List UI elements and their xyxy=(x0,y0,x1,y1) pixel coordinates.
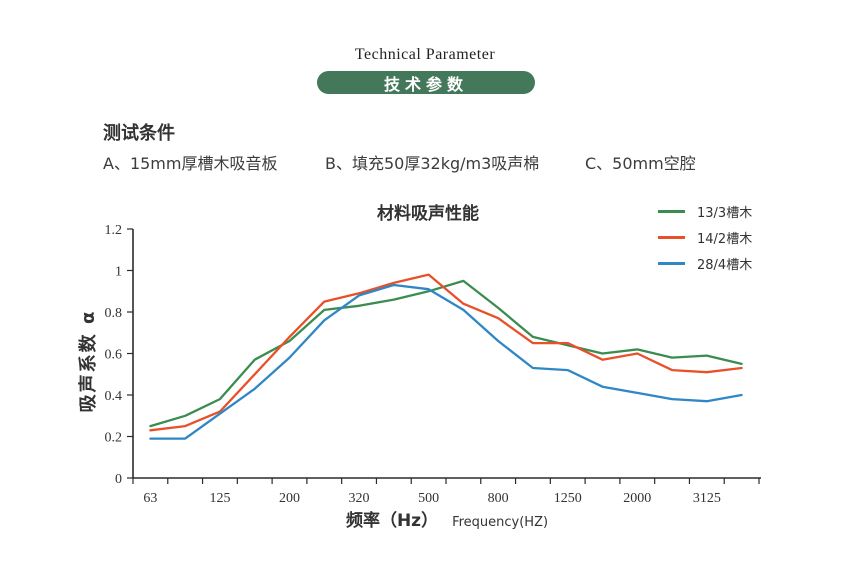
y-tick-label: 0 xyxy=(115,472,122,487)
x-tick-label: 320 xyxy=(349,491,370,506)
condition-item-c: C、50mm空腔 xyxy=(585,154,696,173)
x-tick-label: 2000 xyxy=(623,491,651,506)
condition-item-a: A、15mm厚槽木吸音板 xyxy=(103,154,278,173)
y-tick-label: 1 xyxy=(115,265,122,280)
series-line-0 xyxy=(149,279,743,428)
legend-swatch-icon xyxy=(658,209,685,213)
axis-ticks xyxy=(127,228,760,484)
chart-title: 材料吸声性能 xyxy=(377,204,479,224)
x-tick-label: 3125 xyxy=(693,491,721,506)
y-tick-label: 0.6 xyxy=(105,348,123,363)
x-axis-label-chinese: 频率（Hz） xyxy=(345,511,439,531)
x-tick-label: 63 xyxy=(143,491,157,506)
legend-label: 28/4槽木 xyxy=(697,257,753,273)
chart-legend: 13/3槽木 14/2槽木 28/4槽木 xyxy=(658,203,753,273)
legend-item-2: 28/4槽木 xyxy=(658,255,753,273)
series-line-2 xyxy=(149,283,743,440)
legend-label: 13/3槽木 xyxy=(697,205,753,221)
section-badge-label: 技术参数 xyxy=(383,74,468,94)
x-tick-label: 200 xyxy=(279,491,300,506)
y-tick-label: 0.8 xyxy=(105,306,123,321)
x-tick-label: 1250 xyxy=(554,491,582,506)
legend-label: 14/2槽木 xyxy=(697,231,753,247)
x-tick-label: 800 xyxy=(488,491,509,506)
legend-item-1: 14/2槽木 xyxy=(658,229,753,247)
page-title-english: Technical Parameter xyxy=(354,46,496,63)
y-tick-label: 1.2 xyxy=(105,223,123,238)
y-tick-label: 0.2 xyxy=(105,431,123,446)
legend-swatch-icon xyxy=(658,235,685,239)
y-tick-label: 0.4 xyxy=(105,389,123,404)
x-axis-label-english: Frequency(HZ) xyxy=(452,515,549,530)
y-axis-label: 吸声系数 α xyxy=(78,309,99,413)
axis-tick-labels: 0 0.2 0.4 0.6 0.8 1 1.2 63 125 200 320 500 800 1250 20… xyxy=(105,223,721,506)
legend-swatch-icon xyxy=(658,261,685,265)
x-axis-label: 频率（Hz） Frequency(HZ) xyxy=(346,506,548,531)
x-tick-label: 125 xyxy=(209,491,230,506)
legend-item-0: 13/3槽木 xyxy=(658,203,753,221)
section-badge: 技术参数 xyxy=(317,71,535,94)
series-line-1 xyxy=(149,273,743,432)
x-tick-label: 500 xyxy=(418,491,439,506)
conditions-heading: 测试条件 xyxy=(103,123,175,144)
condition-item-b: B、填充50厚32kg/m3吸声棉 xyxy=(325,154,540,173)
